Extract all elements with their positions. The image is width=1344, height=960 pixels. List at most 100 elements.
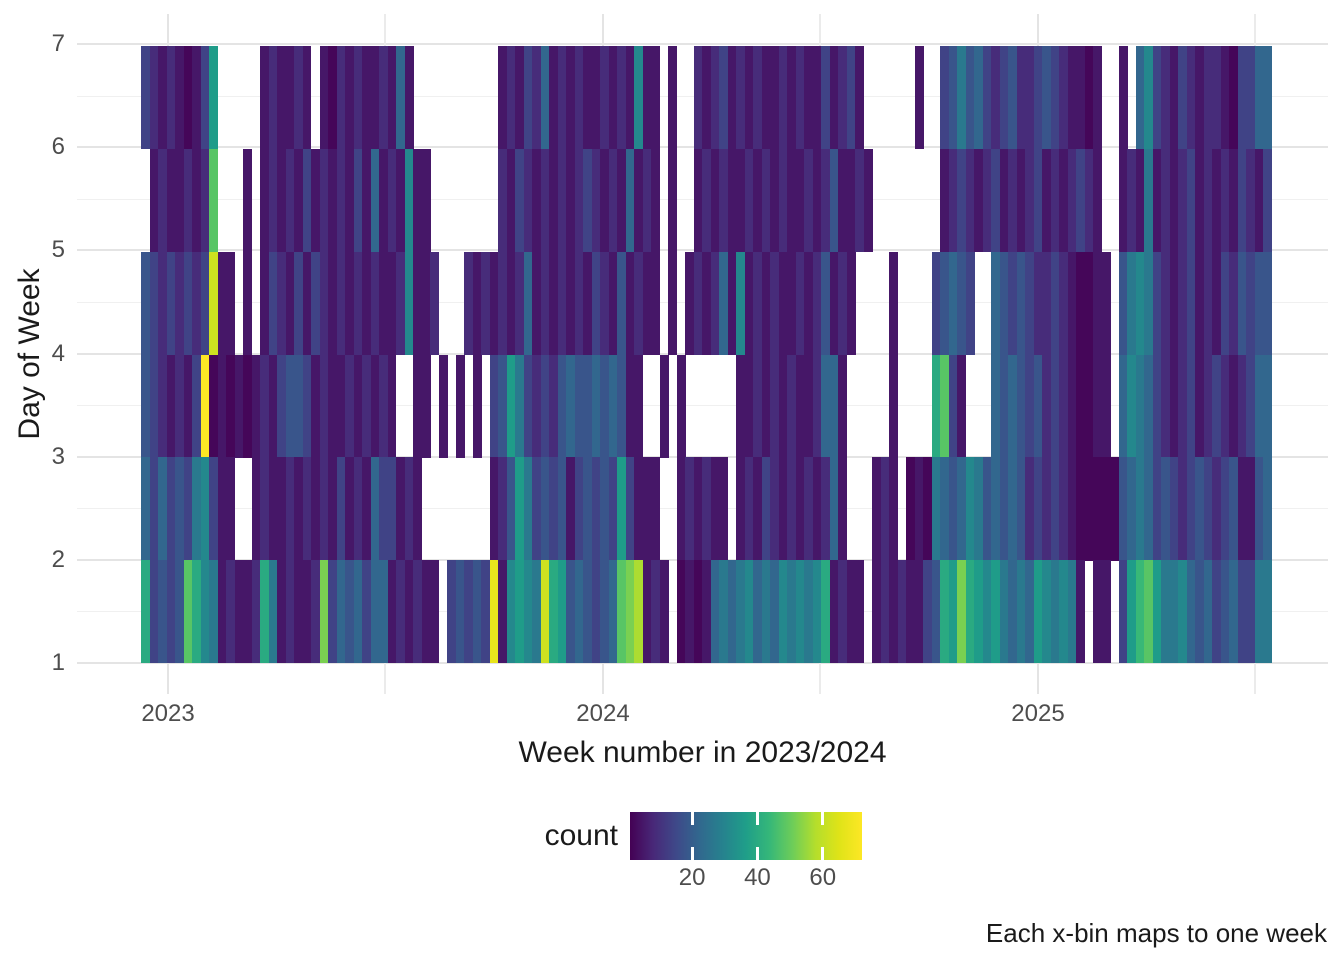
heatmap-tile xyxy=(498,251,508,355)
heatmap-tile xyxy=(693,560,703,664)
heatmap-tile xyxy=(1127,560,1137,664)
plot-panel xyxy=(77,14,1328,694)
heatmap-tile xyxy=(396,251,405,355)
heatmap-tile xyxy=(396,560,405,664)
heatmap-tile xyxy=(328,251,337,355)
heatmap-tile xyxy=(744,560,754,664)
heatmap-tile xyxy=(795,354,805,458)
heatmap-tile xyxy=(957,457,967,561)
heatmap-tile xyxy=(1008,148,1018,253)
heatmap-tile xyxy=(1076,251,1086,355)
heatmap-tile xyxy=(302,46,312,150)
heatmap-tile xyxy=(625,46,635,150)
heatmap-tile xyxy=(532,251,542,355)
heatmap-tile xyxy=(1169,46,1179,150)
heatmap-tile xyxy=(659,560,669,664)
heatmap-tile xyxy=(855,560,865,664)
heatmap-tile xyxy=(821,457,831,561)
heatmap-tile xyxy=(566,560,576,664)
heatmap-tile xyxy=(940,457,950,561)
heatmap-tile xyxy=(642,251,652,355)
heatmap-tile xyxy=(506,46,516,150)
heatmap-tile xyxy=(166,560,176,664)
heatmap-tile xyxy=(183,46,193,150)
heatmap-tile xyxy=(1118,148,1128,253)
heatmap-tile xyxy=(838,457,848,561)
heatmap-tile xyxy=(353,457,363,561)
heatmap-tile xyxy=(1093,354,1103,458)
heatmap-tile xyxy=(1229,251,1239,355)
heatmap-tile xyxy=(940,560,950,664)
heatmap-tile xyxy=(1008,354,1018,458)
heatmap-tile xyxy=(719,148,729,253)
heatmap-tile xyxy=(1135,560,1145,664)
heatmap-tile xyxy=(217,560,227,664)
heatmap-tile xyxy=(523,457,533,561)
heatmap-tile xyxy=(430,251,440,355)
heatmap-tile xyxy=(804,457,814,561)
heatmap-tile xyxy=(158,560,167,664)
heatmap-tile xyxy=(914,560,924,664)
heatmap-tile xyxy=(1016,457,1026,561)
heatmap-tile xyxy=(583,46,593,150)
heatmap-tile xyxy=(319,46,329,150)
heatmap-tile xyxy=(523,46,533,150)
heatmap-tile xyxy=(430,560,440,664)
heatmap-tile xyxy=(1042,46,1052,150)
heatmap-tile xyxy=(1084,46,1094,150)
heatmap-tile xyxy=(498,148,508,253)
x-axis-title: Week number in 2023/2024 xyxy=(518,736,887,769)
heatmap-tile xyxy=(957,354,967,458)
heatmap-tile xyxy=(753,457,763,561)
heatmap-tile xyxy=(1254,148,1264,253)
heatmap-tile xyxy=(617,457,627,561)
heatmap-tile xyxy=(175,560,184,664)
heatmap-tile xyxy=(1178,560,1188,664)
heatmap-tile xyxy=(991,46,1001,150)
heatmap-tile xyxy=(617,560,627,664)
heatmap-tile xyxy=(787,46,797,150)
heatmap-tile xyxy=(1220,457,1230,561)
heatmap-tile xyxy=(770,251,780,355)
heatmap-tile xyxy=(574,46,584,150)
heatmap-tile xyxy=(1263,457,1273,561)
heatmap-tile xyxy=(379,148,388,253)
heatmap-tile xyxy=(1135,148,1145,253)
heatmap-tile xyxy=(200,148,210,253)
x-tick-label: 2023 xyxy=(141,700,195,727)
heatmap-tile xyxy=(642,457,652,561)
heatmap-tile xyxy=(974,457,984,561)
heatmap-tile xyxy=(693,457,703,561)
gridline-horizontal-minor xyxy=(77,405,1328,407)
heatmap-tile xyxy=(710,457,720,561)
heatmap-tile xyxy=(489,251,499,355)
heatmap-tile xyxy=(583,354,593,458)
heatmap-tile xyxy=(931,560,941,664)
heatmap-tile xyxy=(294,560,303,664)
heatmap-tile xyxy=(957,148,967,253)
heatmap-tile xyxy=(209,457,218,561)
heatmap-tile xyxy=(1212,560,1222,664)
heatmap-tile xyxy=(336,46,346,150)
heatmap-tile xyxy=(617,354,627,458)
heatmap-tile xyxy=(1229,46,1239,150)
heatmap-tile xyxy=(829,457,839,561)
heatmap-tile xyxy=(498,354,508,458)
heatmap-tile xyxy=(1127,148,1137,253)
heatmap-tile xyxy=(812,457,822,561)
heatmap-tile xyxy=(991,148,1001,253)
heatmap-tile xyxy=(549,46,559,150)
heatmap-tile xyxy=(1169,457,1179,561)
heatmap-tile xyxy=(175,46,184,150)
heatmap-tile xyxy=(1237,354,1247,458)
heatmap-tile xyxy=(583,148,593,253)
heatmap-tile xyxy=(370,560,380,664)
heatmap-tile xyxy=(1169,354,1179,458)
heatmap-tile xyxy=(625,148,635,253)
heatmap-tile xyxy=(345,560,354,664)
legend-tick-mark xyxy=(755,812,759,825)
heatmap-tile xyxy=(761,560,771,664)
heatmap-tile xyxy=(353,560,363,664)
heatmap-tile xyxy=(1033,457,1043,561)
heatmap-tile xyxy=(1076,354,1086,458)
